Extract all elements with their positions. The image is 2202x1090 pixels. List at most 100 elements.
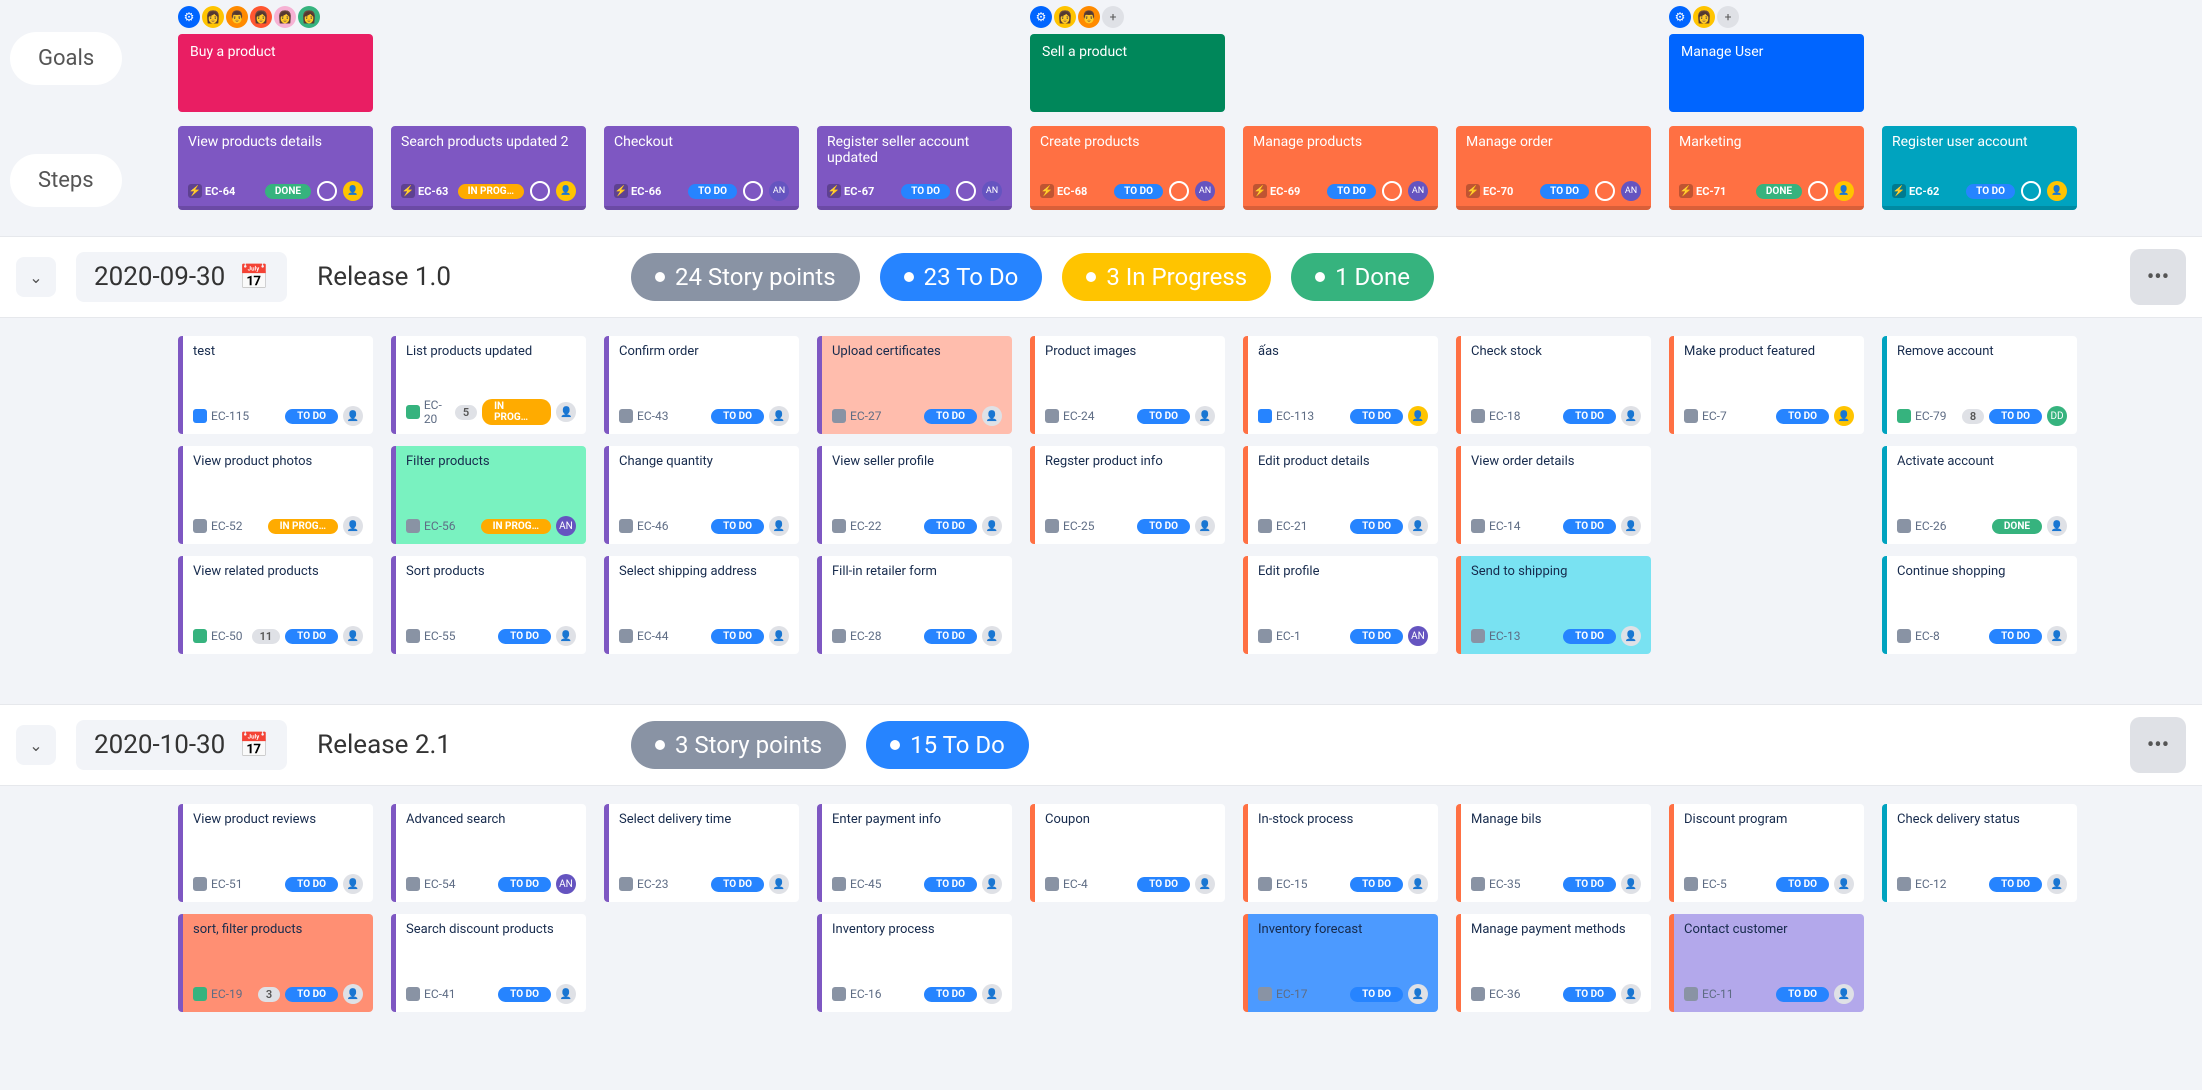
- story-title: Edit profile: [1258, 564, 1428, 579]
- story-key: EC-56: [406, 519, 455, 533]
- step-card[interactable]: Register user account⚡EC-62TO DO👤: [1882, 126, 2077, 210]
- story-card[interactable]: View product reviewsEC-51TO DO👤: [178, 804, 373, 902]
- status-pill: TO DO: [1350, 409, 1403, 424]
- dot-icon: [904, 272, 914, 282]
- story-card[interactable]: View product photosEC-52IN PROG…👤: [178, 446, 373, 544]
- story-card[interactable]: Select delivery timeEC-23TO DO👤: [604, 804, 799, 902]
- story-card[interactable]: Inventory forecastEC-17TO DO👤: [1243, 914, 1438, 1012]
- assignee-avatar: 👤: [343, 406, 363, 426]
- more-menu-button[interactable]: •••: [2130, 249, 2186, 305]
- story-card[interactable]: Manage payment methodsEC-36TO DO👤: [1456, 914, 1651, 1012]
- avatar-icon: 👩: [202, 6, 224, 28]
- story-card[interactable]: Manage bilsEC-35TO DO👤: [1456, 804, 1651, 902]
- step-card[interactable]: Search products updated 2⚡EC-63IN PROG…👤: [391, 126, 586, 210]
- story-card[interactable]: Search discount productsEC-41TO DO👤: [391, 914, 586, 1012]
- summary-pill[interactable]: 24 Story points: [631, 253, 860, 301]
- story-card[interactable]: Make product featuredEC-7TO DO👤: [1669, 336, 1864, 434]
- story-card[interactable]: View order detailsEC-14TO DO👤: [1456, 446, 1651, 544]
- issue-type-icon: [619, 409, 633, 423]
- status-pill: TO DO: [924, 987, 977, 1002]
- story-card[interactable]: Confirm orderEC-43TO DO👤: [604, 336, 799, 434]
- story-title: View order details: [1471, 454, 1641, 469]
- assignee-avatar: 👤: [1408, 874, 1428, 894]
- assignee-avatar: 👤: [2047, 516, 2067, 536]
- story-card[interactable]: Edit profileEC-1TO DOAN: [1243, 556, 1438, 654]
- step-card[interactable]: Manage products⚡EC-69TO DOAN: [1243, 126, 1438, 210]
- story-card[interactable]: Sort productsEC-55TO DO👤: [391, 556, 586, 654]
- story-key: EC-25: [1045, 519, 1094, 533]
- story-key: EC-35: [1471, 877, 1520, 891]
- progress-ring-icon: [317, 181, 337, 201]
- story-card[interactable]: Continue shoppingEC-8TO DO👤: [1882, 556, 2077, 654]
- story-key: EC-19: [193, 987, 242, 1001]
- summary-pill[interactable]: 3 In Progress: [1062, 253, 1271, 301]
- story-card[interactable]: Filter productsEC-56IN PROG…AN: [391, 446, 586, 544]
- story-key: EC-16: [832, 987, 881, 1001]
- story-card[interactable]: ấasEC-113TO DO👤: [1243, 336, 1438, 434]
- step-card[interactable]: Create products⚡EC-68TO DOAN: [1030, 126, 1225, 210]
- step-card[interactable]: Marketing⚡EC-71DONE👤: [1669, 126, 1864, 210]
- assignee-avatar: 👤: [343, 626, 363, 646]
- story-title: List products updated: [406, 344, 576, 359]
- step-card[interactable]: Checkout⚡EC-66TO DOAN: [604, 126, 799, 210]
- story-points-badge: 5: [455, 405, 477, 420]
- story-card[interactable]: CouponEC-4TO DO👤: [1030, 804, 1225, 902]
- release-date-picker[interactable]: 2020-10-30📅: [76, 720, 287, 770]
- story-card[interactable]: Regster product infoEC-25TO DO👤: [1030, 446, 1225, 544]
- story-card[interactable]: Upload certificatesEC-27TO DO👤: [817, 336, 1012, 434]
- issue-type-icon: [1471, 519, 1485, 533]
- story-card[interactable]: Check delivery statusEC-12TO DO👤: [1882, 804, 2077, 902]
- story-key: EC-51: [193, 877, 242, 891]
- status-pill: TO DO: [1776, 409, 1829, 424]
- assignee-avatar: 👤: [982, 984, 1002, 1004]
- story-card[interactable]: Check stockEC-18TO DO👤: [1456, 336, 1651, 434]
- story-card[interactable]: Advanced searchEC-54TO DOAN: [391, 804, 586, 902]
- dot-icon: [655, 272, 665, 282]
- story-card[interactable]: testEC-115TO DO👤: [178, 336, 373, 434]
- step-card[interactable]: View products details⚡EC-64DONE👤: [178, 126, 373, 210]
- more-menu-button[interactable]: •••: [2130, 717, 2186, 773]
- story-card[interactable]: Remove accountEC-798TO DODD: [1882, 336, 2077, 434]
- status-pill: TO DO: [711, 877, 764, 892]
- collapse-toggle[interactable]: ⌄: [16, 725, 56, 765]
- story-card[interactable]: Send to shippingEC-13TO DO👤: [1456, 556, 1651, 654]
- story-card[interactable]: In-stock processEC-15TO DO👤: [1243, 804, 1438, 902]
- step-card[interactable]: Manage order⚡EC-70TO DOAN: [1456, 126, 1651, 210]
- story-title: Activate account: [1897, 454, 2067, 469]
- story-card[interactable]: Edit product detailsEC-21TO DO👤: [1243, 446, 1438, 544]
- assignee-avatar: 👤: [1834, 874, 1854, 894]
- story-key: EC-27: [832, 409, 881, 423]
- summary-pill[interactable]: 3 Story points: [631, 721, 846, 769]
- issue-type-icon: [1471, 409, 1485, 423]
- goal-card[interactable]: Buy a product: [178, 34, 373, 112]
- assignee-avatar: 👤: [982, 406, 1002, 426]
- story-card[interactable]: Contact customerEC-11TO DO👤: [1669, 914, 1864, 1012]
- collapse-toggle[interactable]: ⌄: [16, 257, 56, 297]
- story-card[interactable]: Change quantityEC-46TO DO👤: [604, 446, 799, 544]
- story-card[interactable]: Inventory processEC-16TO DO👤: [817, 914, 1012, 1012]
- epic-icon: ⚡: [1892, 184, 1906, 198]
- release-date-picker[interactable]: 2020-09-30📅: [76, 252, 287, 302]
- summary-pill[interactable]: 15 To Do: [866, 721, 1029, 769]
- status-pill: TO DO: [285, 629, 338, 644]
- story-card[interactable]: List products updatedEC-205IN PROG…👤: [391, 336, 586, 434]
- story-card[interactable]: Fill-in retailer formEC-28TO DO👤: [817, 556, 1012, 654]
- story-card[interactable]: Product imagesEC-24TO DO👤: [1030, 336, 1225, 434]
- avatar-icon: 👨: [1078, 6, 1100, 28]
- step-card[interactable]: Register seller account updated⚡EC-67TO …: [817, 126, 1012, 210]
- step-key: ⚡EC-63: [401, 184, 448, 198]
- goal-card[interactable]: Sell a product: [1030, 34, 1225, 112]
- step-key: ⚡EC-68: [1040, 184, 1087, 198]
- story-card[interactable]: sort, filter productsEC-193TO DO👤: [178, 914, 373, 1012]
- story-card[interactable]: Enter payment infoEC-45TO DO👤: [817, 804, 1012, 902]
- story-card[interactable]: View seller profileEC-22TO DO👤: [817, 446, 1012, 544]
- story-card[interactable]: Discount programEC-5TO DO👤: [1669, 804, 1864, 902]
- story-card[interactable]: Select shipping addressEC-44TO DO👤: [604, 556, 799, 654]
- summary-pill[interactable]: 23 To Do: [880, 253, 1043, 301]
- summary-pill[interactable]: 1 Done: [1291, 253, 1434, 301]
- issue-type-icon: [193, 409, 207, 423]
- story-title: ấas: [1258, 344, 1428, 359]
- story-card[interactable]: View related productsEC-5011TO DO👤: [178, 556, 373, 654]
- goal-card[interactable]: Manage User: [1669, 34, 1864, 112]
- story-card[interactable]: Activate accountEC-26DONE👤: [1882, 446, 2077, 544]
